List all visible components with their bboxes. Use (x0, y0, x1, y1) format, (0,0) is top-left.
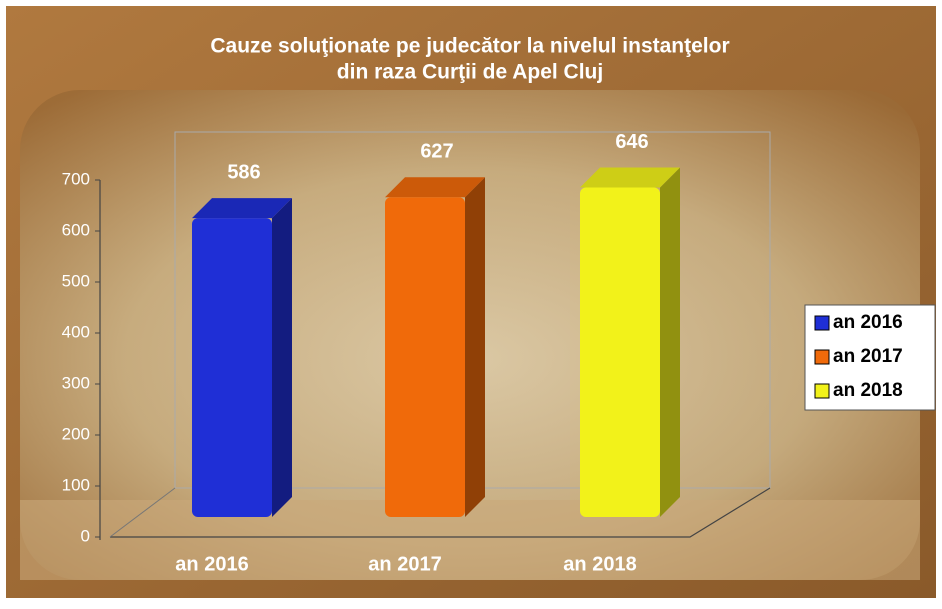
bar-top (385, 177, 485, 198)
legend-label: an 2018 (833, 380, 903, 401)
legend-swatch (814, 383, 830, 399)
y-tick-label: 0 (81, 526, 90, 545)
y-tick-label: 300 (62, 373, 90, 392)
bar-top (580, 167, 680, 188)
data-label: 646 (615, 131, 648, 153)
bar (385, 197, 465, 518)
data-label: 627 (420, 141, 453, 163)
y-tick-label: 200 (62, 424, 90, 443)
y-tick-label: 500 (62, 271, 90, 290)
legend-label: an 2017 (833, 346, 903, 367)
legend-swatch (814, 315, 830, 331)
bar (192, 218, 272, 517)
bar-side (465, 177, 485, 518)
floor-edge (110, 487, 771, 538)
bar (580, 187, 660, 518)
x-tick-label: an 2017 (368, 553, 441, 575)
bar-side (660, 167, 680, 518)
y-tick-label: 100 (62, 475, 90, 494)
chart-title: Cauze soluţionate pe judecător la nivelu… (210, 35, 729, 58)
y-tick-label: 400 (62, 322, 90, 341)
x-tick-label: an 2016 (175, 553, 248, 575)
background-ground (20, 500, 920, 580)
y-tick-label: 600 (62, 220, 90, 239)
data-label: 586 (227, 161, 260, 183)
floor-edge (109, 487, 176, 538)
legend-label: an 2016 (833, 312, 903, 333)
bar-side (272, 198, 292, 517)
x-tick-label: an 2018 (563, 553, 636, 575)
bar-top (192, 198, 292, 219)
legend-swatch (814, 349, 830, 365)
y-tick-label: 700 (62, 169, 90, 188)
chart-title: din raza Curţii de Apel Cluj (337, 61, 603, 84)
